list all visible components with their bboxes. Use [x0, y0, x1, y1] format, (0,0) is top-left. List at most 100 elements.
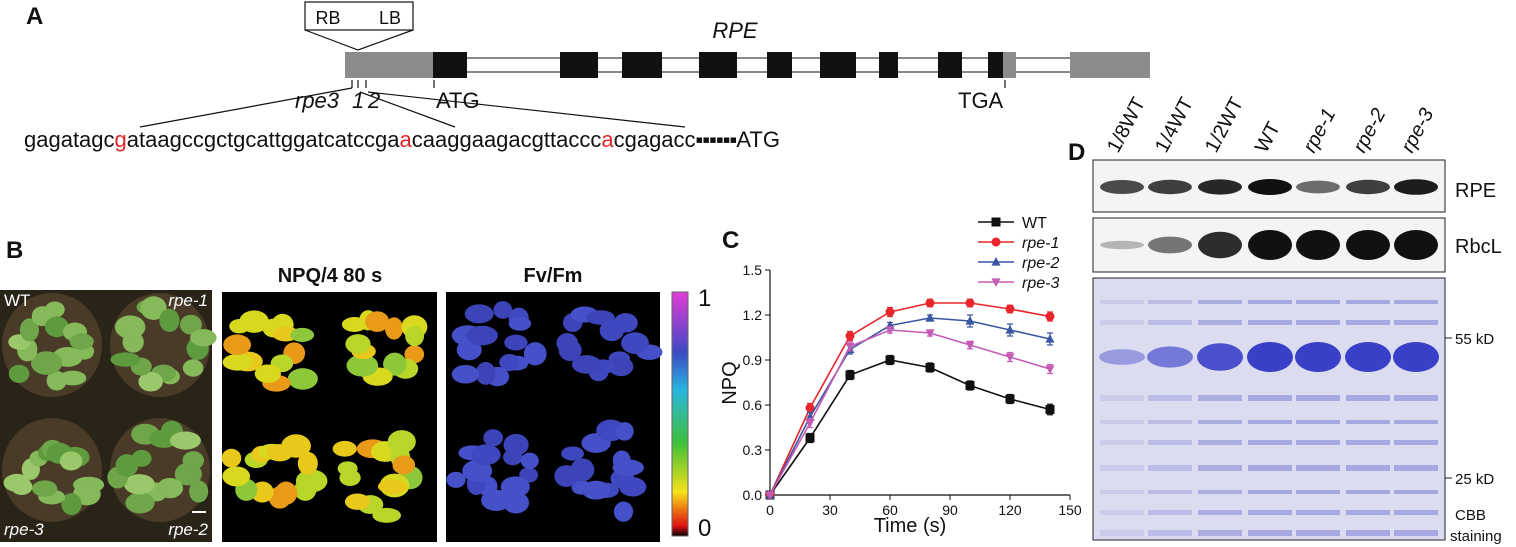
leaf — [615, 422, 634, 441]
ellipsis: ▪▪▪▪▪▪ — [696, 127, 737, 152]
gel-band — [1394, 320, 1438, 325]
gel-band — [1148, 420, 1192, 424]
marker — [1045, 365, 1055, 374]
y-tick-label: 0.9 — [743, 352, 763, 368]
leaf — [223, 334, 252, 356]
exon — [699, 52, 737, 78]
gel-band — [1394, 420, 1438, 424]
y-axis-label: NPQ — [719, 361, 741, 404]
stop-codon: TGA — [958, 88, 1004, 113]
leaf — [61, 493, 82, 516]
y-tick-label: 1.2 — [743, 307, 763, 323]
gel-band — [1394, 490, 1438, 494]
gel-band — [1296, 530, 1340, 536]
allele-label: rpe3 — [295, 88, 340, 113]
gel-band — [1248, 510, 1292, 515]
exon — [560, 52, 598, 78]
leaf — [131, 449, 152, 467]
leaf — [190, 329, 217, 347]
gel-band — [1248, 320, 1292, 325]
gel-band — [1100, 490, 1144, 494]
scale-min: 0 — [698, 515, 711, 542]
marker — [991, 257, 1001, 266]
gel-band — [1346, 440, 1390, 445]
exon — [938, 52, 962, 78]
leaf — [140, 296, 167, 320]
leaf — [571, 479, 591, 495]
panel-c: C Time (s) NPQ 0.0 0.3 0.6 0.9 1.2 1.5 0 30 60 90… — [719, 215, 1082, 537]
gel-band — [1394, 395, 1438, 401]
gel-band — [1100, 395, 1144, 401]
leaf — [268, 486, 292, 509]
band — [1100, 240, 1144, 250]
leaf — [499, 354, 520, 372]
leaf — [561, 446, 585, 461]
leaf — [30, 351, 63, 375]
lane-label: rpe-3 — [1397, 105, 1438, 157]
sequence-part: gagatagc — [24, 127, 115, 152]
marker — [925, 313, 935, 322]
marker — [1045, 334, 1055, 343]
marker — [1005, 304, 1015, 314]
leaf — [377, 479, 408, 494]
plant-label: WT — [4, 291, 30, 310]
gel-band — [1296, 420, 1340, 424]
leaf — [337, 461, 358, 476]
x-tick-label: 150 — [1058, 502, 1082, 518]
gel-band — [1148, 510, 1192, 515]
marker — [885, 355, 895, 365]
marker — [925, 298, 935, 308]
exons — [345, 52, 1150, 78]
marker — [991, 217, 1001, 227]
gel — [1092, 277, 1446, 541]
leaf — [464, 304, 494, 324]
band — [1100, 180, 1144, 194]
leaf — [613, 501, 634, 522]
sequence-end: ATG — [736, 127, 780, 152]
leaf — [520, 452, 539, 469]
leaf — [222, 353, 254, 371]
y-tick-label: 0.3 — [743, 442, 763, 458]
gel-band — [1248, 395, 1292, 401]
marker — [885, 326, 895, 335]
band — [1394, 230, 1438, 260]
leaf — [500, 476, 530, 498]
leaf — [346, 354, 379, 377]
sequence-part: cgagacc — [614, 127, 696, 152]
leaf — [345, 334, 371, 354]
x-tick-label: 90 — [942, 502, 958, 518]
gel-band — [1148, 490, 1192, 494]
leaf — [239, 310, 269, 333]
leaf — [44, 316, 69, 338]
gel-band — [1247, 342, 1293, 372]
leaf — [332, 440, 357, 457]
gel-band — [1100, 320, 1144, 325]
gel-band — [1248, 300, 1292, 304]
leaf — [483, 429, 503, 447]
marker — [1005, 353, 1015, 362]
leaf — [189, 480, 209, 503]
marker — [1045, 405, 1055, 414]
leaf — [466, 325, 498, 346]
marker — [765, 491, 775, 500]
x-tick-label: 0 — [766, 502, 774, 518]
gel-band — [1295, 342, 1341, 372]
marker — [965, 316, 975, 325]
t-dna-box — [304, 1, 414, 31]
leaf — [571, 355, 602, 374]
leaf — [290, 327, 315, 342]
gel-band — [1198, 420, 1242, 424]
gel-band — [1394, 440, 1438, 445]
leaf — [404, 345, 425, 364]
gel-band — [1148, 300, 1192, 304]
band — [1198, 231, 1242, 259]
leaf — [114, 315, 146, 339]
gel-band — [1296, 395, 1340, 401]
marker — [845, 331, 855, 341]
stain-label: staining — [1450, 528, 1502, 545]
zoom-line — [367, 91, 686, 128]
series-line — [769, 317, 1051, 496]
sequence-part: ataagccgctgcattggatcatccga — [127, 127, 400, 152]
gel-band — [1248, 465, 1292, 471]
leaf — [503, 449, 523, 466]
